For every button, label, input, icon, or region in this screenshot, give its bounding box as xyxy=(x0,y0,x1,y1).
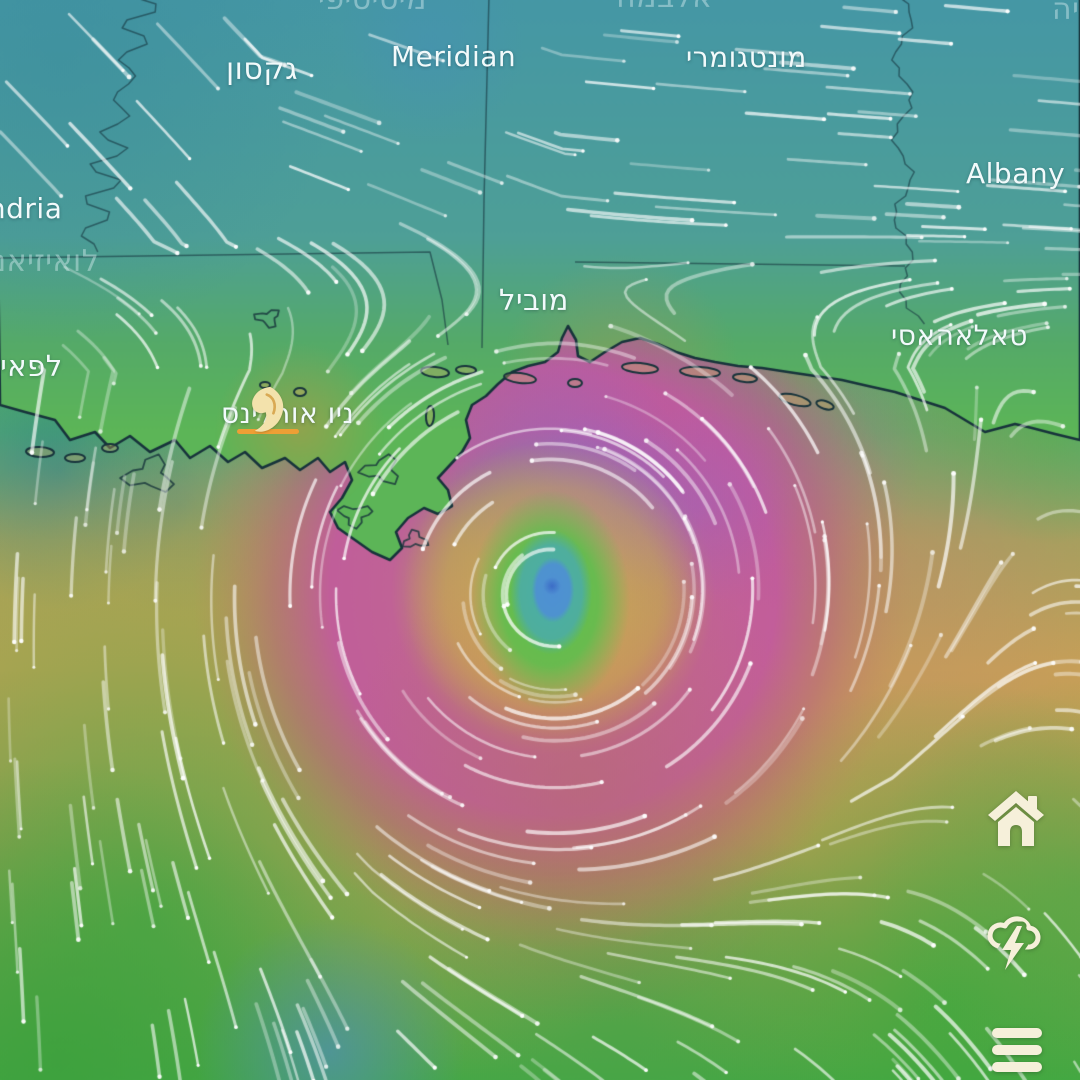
city-label-montgomery: מונטגומרי xyxy=(686,41,807,74)
city-label-lafayette: לפאייט xyxy=(0,349,63,383)
region-label-alabama: אלבמה xyxy=(616,0,713,14)
city-label-mobile: מוביל xyxy=(499,283,569,317)
menu-button[interactable] xyxy=(989,1024,1045,1076)
storm-icon xyxy=(987,916,1041,970)
storm-marker-underline xyxy=(237,429,299,434)
city-label-tallahassee: טאלאהאסי xyxy=(891,319,1028,352)
home-icon xyxy=(988,791,1044,846)
region-label-louisiana: לואיזיאנה xyxy=(0,244,100,279)
hurricane-icon[interactable] xyxy=(247,384,291,436)
city-label-albany: Albany xyxy=(966,157,1066,190)
city-label-jackson: גקסון xyxy=(226,52,298,87)
home-button[interactable] xyxy=(986,790,1046,850)
menu-icon xyxy=(992,1028,1042,1072)
region-label-mississippi: מיסיסיפי xyxy=(318,0,427,16)
city-label-meridian: Meridian xyxy=(391,40,517,73)
city-label-alexandria: Alexandria xyxy=(0,192,63,225)
city-label-new-orleans: ניו אורלינס xyxy=(221,397,355,430)
storm-button[interactable] xyxy=(986,906,1044,974)
region-label-georgia: ג'ורג'יה xyxy=(1052,0,1080,27)
